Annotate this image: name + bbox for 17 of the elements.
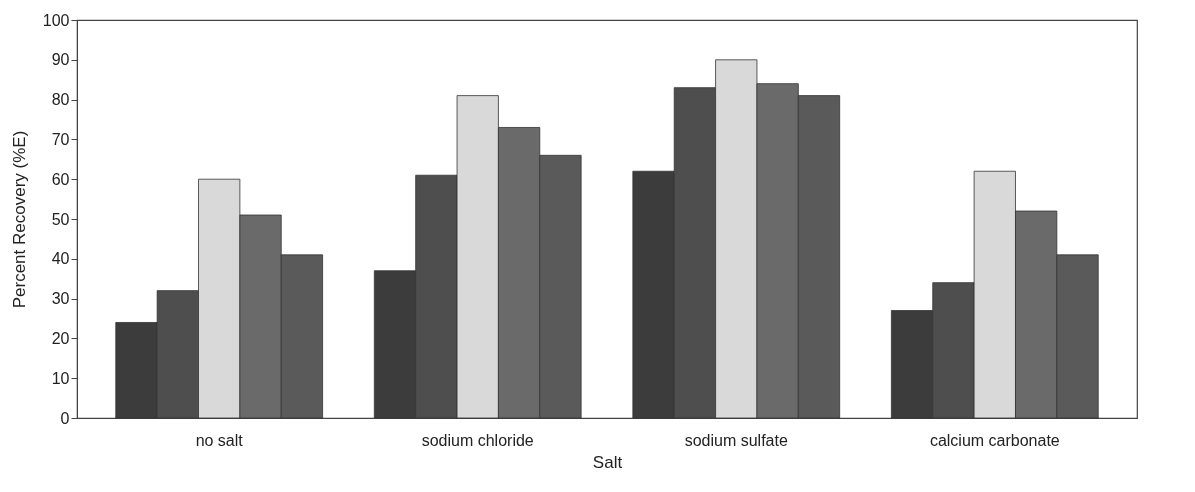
y-tick-label: 70 (51, 130, 70, 148)
x-tick-label: no salt (195, 431, 244, 449)
y-tick-label: 20 (51, 329, 70, 347)
x-axis-title: Salt (592, 452, 623, 472)
y-axis-title: Percent Recovery (%E) (9, 130, 29, 309)
y-tick-label: 90 (51, 51, 70, 69)
y-tick-label: 50 (51, 210, 70, 228)
y-tick-label: 100 (42, 11, 70, 29)
x-tick-label: sodium chloride (421, 431, 534, 449)
y-tick-label: 80 (51, 91, 70, 109)
x-tick-label: calcium carbonate (929, 431, 1060, 449)
y-tick-label: 60 (51, 170, 70, 188)
x-tick-label: sodium sulfate (684, 431, 788, 449)
y-tick-label: 30 (51, 290, 70, 308)
y-tick-label: 0 (60, 409, 70, 427)
y-tick-label: 40 (51, 250, 70, 268)
y-tick-label: 10 (51, 369, 70, 387)
